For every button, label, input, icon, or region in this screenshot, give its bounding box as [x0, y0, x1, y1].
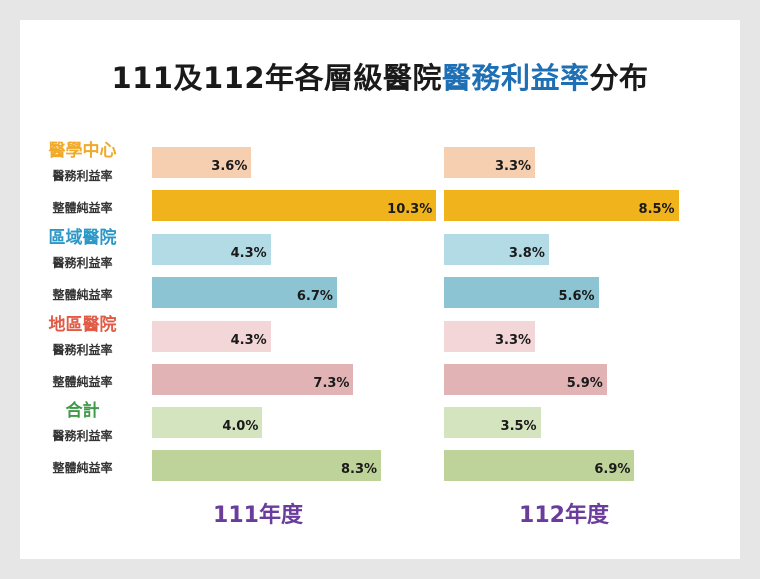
bar-value-2-0-1: 3.3%	[495, 333, 532, 348]
bar-2-1-1	[444, 364, 607, 395]
bar-1-0-0	[152, 234, 271, 265]
bar-value-0-0-0: 3.6%	[211, 159, 248, 174]
bar-value-3-1-1: 6.9%	[594, 462, 631, 477]
row-label-2-1: 整體純益率	[52, 375, 113, 389]
group-label-0: 醫學中心	[48, 141, 117, 161]
title-highlight: 醫務利益率	[442, 61, 590, 95]
bar-2-0-1	[444, 321, 536, 352]
chart-title: 111及112年各層級醫院醫務利益率分布	[0, 55, 760, 97]
bar-0-0-0	[152, 147, 252, 178]
bar-value-0-1-0: 10.3%	[387, 202, 433, 217]
bar-value-1-1-1: 5.6%	[558, 289, 595, 304]
group-label-1: 區域醫院	[48, 228, 117, 248]
bar-value-2-0-0: 4.3%	[230, 333, 267, 348]
bar-value-2-1-1: 5.9%	[566, 376, 603, 391]
panel-label-1: 112年度	[519, 503, 609, 528]
bar-value-1-0-0: 4.3%	[230, 246, 267, 261]
row-label-1-1: 整體純益率	[52, 288, 113, 302]
bar-value-3-0-0: 4.0%	[222, 419, 259, 434]
group-label-2: 地區醫院	[48, 315, 117, 335]
bar-1-1-0	[152, 277, 337, 308]
title-part1: 111及112年各層級醫院	[111, 61, 443, 95]
bar-3-0-0	[152, 407, 263, 438]
bar-2-0-0	[152, 321, 271, 352]
bar-value-1-1-0: 6.7%	[296, 289, 333, 304]
bar-value-0-1-1: 8.5%	[638, 202, 675, 217]
row-label-1-0: 醫務利益率	[52, 256, 113, 270]
group-label-3: 合計	[65, 401, 100, 421]
bar-1-0-1	[444, 234, 549, 265]
bar-0-0-1	[444, 147, 536, 178]
bar-value-2-1-0: 7.3%	[313, 376, 350, 391]
bar-value-3-1-0: 8.3%	[341, 462, 378, 477]
title-part2: 分布	[589, 61, 649, 95]
panel-label-0: 111年度	[213, 503, 303, 528]
bar-0-1-0	[152, 190, 437, 221]
row-label-3-1: 整體純益率	[52, 461, 113, 475]
bar-1-1-1	[444, 277, 599, 308]
bar-value-1-0-1: 3.8%	[508, 246, 545, 261]
row-label-3-0: 醫務利益率	[52, 429, 113, 443]
row-label-2-0: 醫務利益率	[52, 343, 113, 357]
bar-3-1-1	[444, 450, 635, 481]
bar-value-0-0-1: 3.3%	[495, 159, 532, 174]
row-label-0-0: 醫務利益率	[52, 169, 113, 183]
bar-value-3-0-1: 3.5%	[500, 419, 537, 434]
row-label-0-1: 整體純益率	[52, 201, 113, 215]
bar-3-1-0	[152, 450, 382, 481]
bar-2-1-0	[152, 364, 354, 395]
bar-0-1-1	[444, 190, 679, 221]
bar-3-0-1	[444, 407, 541, 438]
